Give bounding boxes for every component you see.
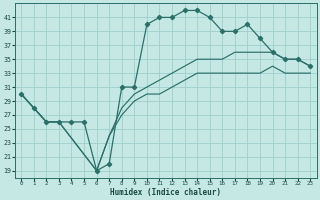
X-axis label: Humidex (Indice chaleur): Humidex (Indice chaleur) [110,188,221,197]
